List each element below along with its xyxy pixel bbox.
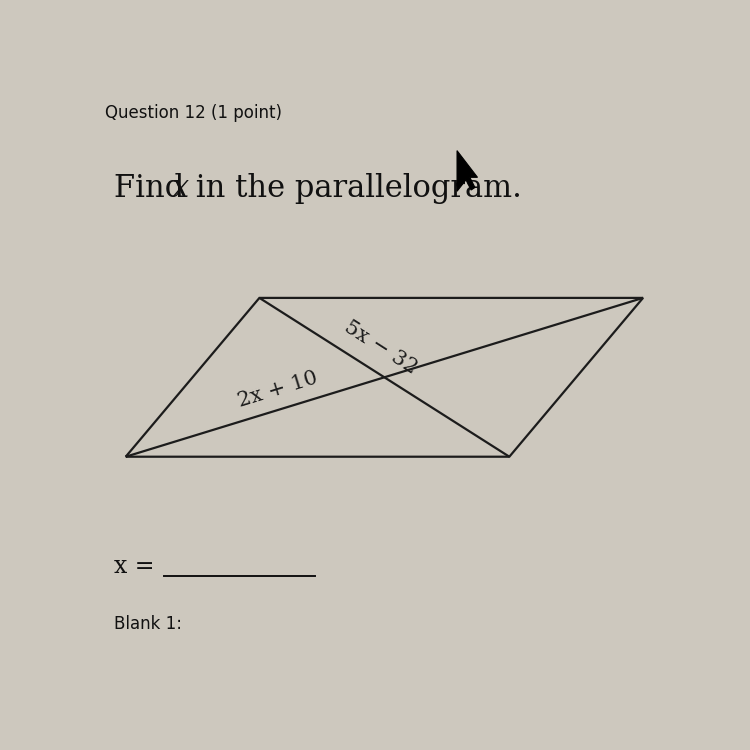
Text: x: x (172, 172, 190, 204)
Text: in the parallelogram.: in the parallelogram. (185, 172, 521, 204)
Text: Find: Find (114, 172, 194, 204)
Text: 5x − 32: 5x − 32 (341, 318, 421, 378)
Text: Blank 1:: Blank 1: (114, 615, 182, 633)
Text: Question 12 (1 point): Question 12 (1 point) (105, 104, 282, 122)
Text: 2x + 10: 2x + 10 (236, 368, 320, 411)
Text: x =: x = (114, 555, 154, 578)
Polygon shape (457, 151, 478, 191)
